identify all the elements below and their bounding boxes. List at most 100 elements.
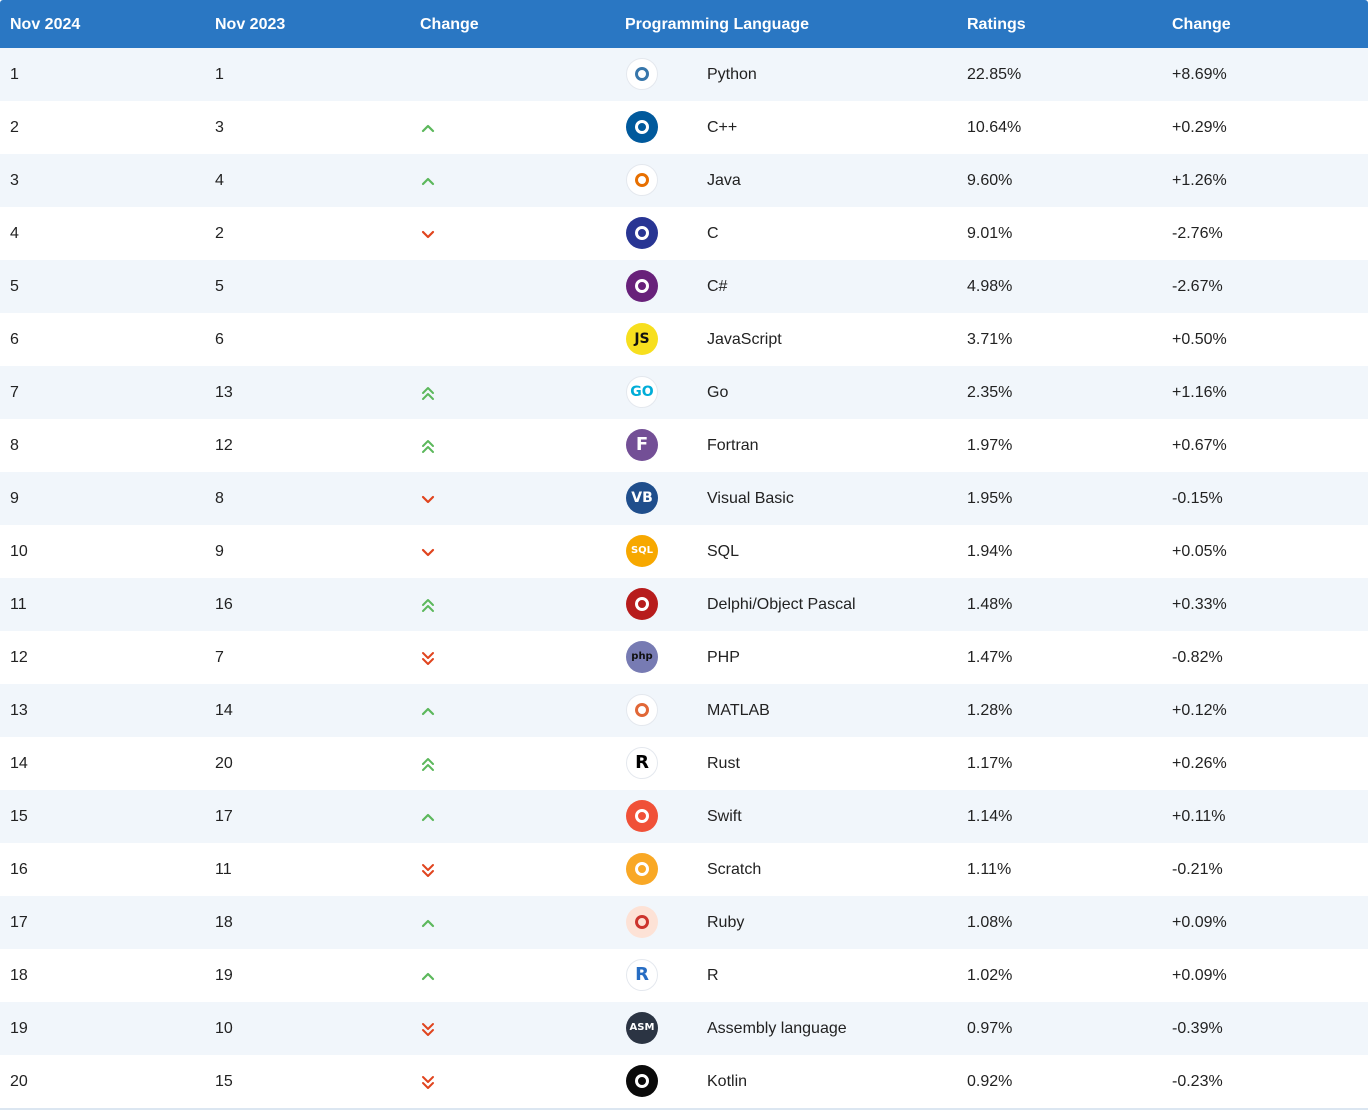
- language-name: JavaScript: [707, 331, 782, 348]
- rating-value: 1.47%: [967, 649, 1013, 666]
- rank-current: 10: [10, 543, 28, 560]
- rating-change: -2.67%: [1172, 278, 1223, 295]
- rating-value: 0.92%: [967, 1073, 1013, 1090]
- rating-value: 1.11%: [967, 861, 1012, 878]
- language-name: Java: [707, 172, 741, 189]
- header-ratings[interactable]: Ratings: [967, 16, 1026, 33]
- c-logo-icon: [626, 217, 658, 249]
- csharp-logo-icon: [626, 270, 658, 302]
- arrow-up-icon: [420, 701, 436, 721]
- logo-label: JS: [634, 331, 650, 347]
- language-name: Delphi/Object Pascal: [707, 596, 856, 613]
- rank-current: 13: [10, 702, 28, 719]
- double-arrow-down-icon: [420, 648, 436, 668]
- rating-change: +0.09%: [1172, 967, 1227, 984]
- logo-label: F: [635, 434, 649, 455]
- language-name: Kotlin: [707, 1073, 748, 1090]
- header-change[interactable]: Change: [420, 16, 479, 33]
- language-name: Ruby: [707, 914, 745, 931]
- rust-logo-icon: R: [626, 747, 658, 779]
- table-row: 8 12 F Fortran 1.97% +0.67%: [0, 419, 1368, 472]
- rank-previous: 10: [215, 1020, 233, 1037]
- rating-change: -2.76%: [1172, 225, 1223, 242]
- rating-change: -0.39%: [1172, 1020, 1223, 1037]
- rank-current: 2: [10, 119, 19, 136]
- table-row: 3 4 Java 9.60% +1.26%: [0, 154, 1368, 207]
- rating-change: +0.05%: [1172, 543, 1227, 560]
- language-name: Fortran: [707, 437, 759, 454]
- language-name: Swift: [707, 808, 742, 825]
- rank-current: 14: [10, 755, 28, 772]
- cpp-logo-icon: [626, 111, 658, 143]
- double-arrow-up-icon: [420, 754, 436, 774]
- rating-value: 0.97%: [967, 1020, 1013, 1037]
- rank-previous: 3: [215, 119, 224, 136]
- delphi-logo-icon: [626, 588, 658, 620]
- table-row: 13 14 MATLAB 1.28% +0.12%: [0, 684, 1368, 737]
- table-row: 11 16 Delphi/Object Pascal 1.48% +0.33%: [0, 578, 1368, 631]
- rank-previous: 18: [215, 914, 233, 931]
- rank-previous: 20: [215, 755, 233, 772]
- visual-basic-logo-icon: VB: [626, 482, 658, 514]
- table-row: 20 15 Kotlin 0.92% -0.23%: [0, 1055, 1368, 1108]
- header-programming-language[interactable]: Programming Language: [625, 16, 810, 33]
- rank-previous: 6: [215, 331, 224, 348]
- logo-label: R: [635, 752, 649, 773]
- rating-value: 1.08%: [967, 914, 1013, 931]
- language-name: Python: [707, 66, 757, 83]
- rating-value: 9.01%: [967, 225, 1013, 242]
- double-arrow-down-icon: [420, 1019, 436, 1039]
- rank-current: 11: [10, 596, 27, 613]
- table-row: 6 6 JS JavaScript 3.71% +0.50%: [0, 313, 1368, 366]
- double-arrow-up-icon: [420, 595, 436, 615]
- rating-value: 1.48%: [967, 596, 1013, 613]
- rating-value: 22.85%: [967, 66, 1022, 83]
- rating-change: +1.26%: [1172, 172, 1227, 189]
- header-ratings-change[interactable]: Change: [1172, 16, 1231, 33]
- java-logo-icon: [626, 164, 658, 196]
- logo-label: ASM: [629, 1022, 655, 1033]
- arrow-down-icon: [420, 224, 436, 244]
- rank-previous: 16: [215, 596, 233, 613]
- arrow-up-icon: [420, 118, 436, 138]
- rank-current: 4: [10, 225, 19, 242]
- rank-current: 19: [10, 1020, 28, 1037]
- rank-previous: 14: [215, 702, 233, 719]
- rating-value: 1.17%: [967, 755, 1013, 772]
- table-row: 10 9 SQL SQL 1.94% +0.05%: [0, 525, 1368, 578]
- logo-label: R: [635, 964, 649, 985]
- rating-change: -0.15%: [1172, 490, 1223, 507]
- rating-value: 1.95%: [967, 490, 1013, 507]
- rank-previous: 13: [215, 384, 233, 401]
- rank-current: 16: [10, 861, 28, 878]
- language-name: Visual Basic: [707, 490, 794, 507]
- table-row: 15 17 Swift 1.14% +0.11%: [0, 790, 1368, 843]
- table-header: Nov 2024 Nov 2023 Change Programming Lan…: [0, 0, 1368, 48]
- header-nov-2024[interactable]: Nov 2024: [10, 16, 81, 33]
- table-row: 4 2 C 9.01% -2.76%: [0, 207, 1368, 260]
- arrow-up-icon: [420, 171, 436, 191]
- rating-value: 1.94%: [967, 543, 1013, 560]
- table-row: 18 19 R R 1.02% +0.09%: [0, 949, 1368, 1002]
- rank-previous: 8: [215, 490, 224, 507]
- header-nov-2023[interactable]: Nov 2023: [215, 16, 286, 33]
- language-name: SQL: [707, 543, 740, 560]
- table-row: 7 13 GO Go 2.35% +1.16%: [0, 366, 1368, 419]
- rank-current: 3: [10, 172, 19, 189]
- rating-change: +8.69%: [1172, 66, 1227, 83]
- rating-value: 9.60%: [967, 172, 1013, 189]
- arrow-up-icon: [420, 913, 436, 933]
- rank-current: 12: [10, 649, 28, 666]
- logo-label: GO: [630, 384, 654, 400]
- rank-current: 18: [10, 967, 28, 984]
- double-arrow-up-icon: [420, 383, 436, 403]
- rank-current: 8: [10, 437, 19, 454]
- rating-change: +0.11%: [1172, 808, 1226, 825]
- python-logo-icon: [626, 58, 658, 90]
- ruby-logo-icon: [626, 906, 658, 938]
- rating-value: 1.14%: [967, 808, 1013, 825]
- double-arrow-down-icon: [420, 1072, 436, 1092]
- rating-value: 10.64%: [967, 119, 1022, 136]
- rank-previous: 9: [215, 543, 224, 560]
- rating-value: 3.71%: [967, 331, 1013, 348]
